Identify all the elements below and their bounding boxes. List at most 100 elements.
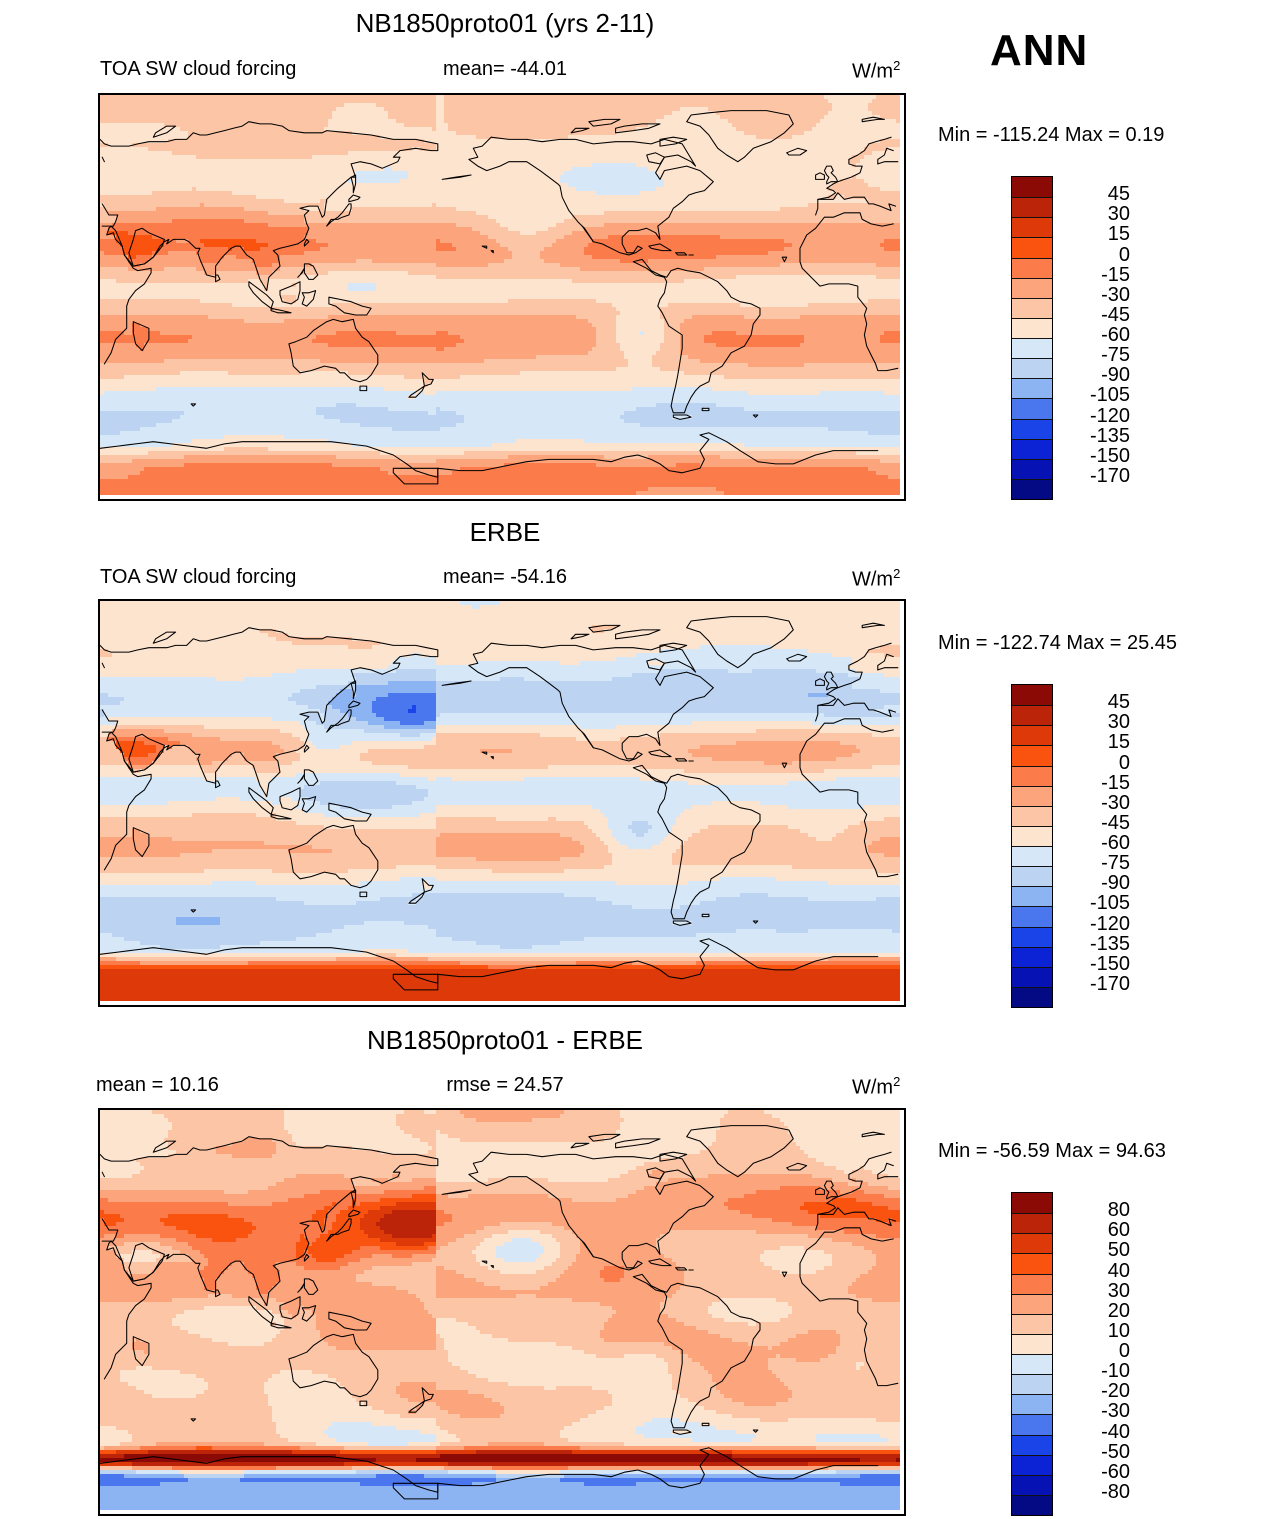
colorbar-cell	[1012, 1233, 1052, 1254]
colorbar-tick-label: -40	[1101, 1420, 1130, 1443]
colorbar-ticks-model: 45 30 15 0 -15 -30 -45 -60 -75 -90 -105 -120 -135 -15…	[1056, 176, 1146, 498]
colorbar-tick-label: -150	[1089, 444, 1130, 467]
colorbar-cell	[1012, 478, 1052, 499]
colorbar-cell	[1012, 1193, 1052, 1214]
colorbar-tick-label: 45	[1107, 691, 1130, 714]
colorbar-tick-label: 10	[1107, 1319, 1130, 1342]
colorbar-tick-label: -105	[1089, 892, 1130, 915]
minmax-label: Min = -122.74 Max = 25.45	[938, 632, 1178, 654]
colorbar-cell	[1012, 866, 1052, 887]
colorbar-cell	[1012, 1414, 1052, 1435]
colorbar-ticks-obs: 45 30 15 0 -15 -30 -45 -60 -75 -90 -105 -120 -135 -15…	[1056, 684, 1146, 1006]
colorbar-tick-label: 60	[1107, 1219, 1130, 1242]
colorbar-cell	[1012, 1374, 1052, 1395]
colorbar-tick-label: -10	[1101, 1360, 1130, 1383]
minmax-label: Min = -115.24 Max = 0.19	[938, 124, 1165, 146]
colorbar-cell	[1012, 177, 1052, 198]
colorbar-cell	[1012, 317, 1052, 338]
colorbar-cell	[1012, 237, 1052, 258]
panel-title: NB1850proto01 (yrs 2-11)	[355, 8, 655, 38]
panel-left-label: TOA SW cloud forcing	[100, 58, 297, 80]
colorbar-cell	[1012, 886, 1052, 907]
colorbar-cell	[1012, 1293, 1052, 1314]
colorbar-tick-label: 0	[1118, 751, 1130, 774]
colorbar-cell	[1012, 685, 1052, 706]
colorbar-tick-label: -45	[1101, 811, 1130, 834]
colorbar-tick-label: -90	[1101, 872, 1130, 895]
colorbar-cell	[1012, 438, 1052, 459]
colorbar-tick-label: 15	[1107, 223, 1130, 246]
colorbar-tick-label: -15	[1101, 771, 1130, 794]
colorbar-cell	[1012, 1494, 1052, 1515]
colorbar-tick-label: -105	[1089, 384, 1130, 407]
panel-rmse-label: rmse = 24.57	[446, 1074, 564, 1096]
colorbar-cell	[1012, 277, 1052, 298]
colorbar-cell	[1012, 986, 1052, 1007]
colorbar-cell	[1012, 1313, 1052, 1334]
colorbar-cell	[1012, 1273, 1052, 1294]
colorbar-cell	[1012, 785, 1052, 806]
panel-left-label: TOA SW cloud forcing	[100, 566, 297, 588]
colorbar-tick-label: 40	[1107, 1259, 1130, 1282]
colorbar-tick-label: -45	[1101, 303, 1130, 326]
colorbar-cell	[1012, 398, 1052, 419]
colorbar-tick-label: 30	[1107, 711, 1130, 734]
colorbar-cell	[1012, 1434, 1052, 1455]
units-exponent: 2	[893, 566, 901, 581]
colorbar-tick-label: -30	[1101, 791, 1130, 814]
map-plot-model[interactable]	[98, 93, 906, 501]
colorbar-tick-label: 50	[1107, 1239, 1130, 1262]
colorbar-tick-label: -50	[1101, 1440, 1130, 1463]
colorbar-tick-label: -15	[1101, 263, 1130, 286]
colorbar-tick-label: -30	[1101, 1400, 1130, 1423]
colorbar-difference[interactable]	[1011, 1192, 1053, 1516]
units-text: W/m	[852, 1076, 894, 1099]
colorbar-cell	[1012, 197, 1052, 218]
colorbar-cell	[1012, 257, 1052, 278]
colorbar-tick-label: -150	[1089, 952, 1130, 975]
colorbar-tick-label: -80	[1101, 1480, 1130, 1503]
colorbar-cell	[1012, 966, 1052, 987]
colorbar-tick-label: 20	[1107, 1299, 1130, 1322]
colorbar-cell	[1012, 458, 1052, 479]
colorbar-cell	[1012, 1394, 1052, 1415]
colorbar-tick-label: -170	[1089, 972, 1130, 995]
colorbar-tick-label: -30	[1101, 283, 1130, 306]
panel-center-label: mean= -54.16	[443, 566, 567, 588]
map-plot-difference[interactable]	[98, 1108, 906, 1516]
colorbar-tick-label: 0	[1118, 243, 1130, 266]
colorbar-tick-label: 30	[1107, 203, 1130, 226]
colorbar-tick-label: -90	[1101, 364, 1130, 387]
colorbar-cell	[1012, 846, 1052, 867]
colorbar-cell	[1012, 906, 1052, 927]
colorbar-cell	[1012, 1253, 1052, 1274]
panel-mean-label: mean = 10.16	[96, 1074, 219, 1096]
units-text: W/m	[852, 568, 894, 591]
colorbar-cell	[1012, 705, 1052, 726]
colorbar-tick-label: 80	[1107, 1199, 1130, 1222]
colorbar-tick-label: -75	[1101, 344, 1130, 367]
colorbar-ticks-difference: 80 60 50 40 30 20 10 0 -10 -20 -30 -40 -50 -60 -80	[1056, 1192, 1146, 1514]
colorbar-tick-label: -75	[1101, 852, 1130, 875]
colorbar-tick-label: -60	[1101, 832, 1130, 854]
colorbar-tick-label: 15	[1107, 731, 1130, 754]
colorbar-cell	[1012, 1474, 1052, 1495]
colorbar-tick-label: -135	[1089, 424, 1130, 447]
colorbar-tick-label: 0	[1118, 1340, 1130, 1362]
panel-title: ERBE	[469, 517, 541, 547]
colorbar-cell	[1012, 1333, 1052, 1354]
colorbar-cell	[1012, 1213, 1052, 1234]
map-plot-obs[interactable]	[98, 599, 906, 1007]
colorbar-obs[interactable]	[1011, 684, 1053, 1008]
colorbar-cell	[1012, 765, 1052, 786]
colorbar-tick-label: -20	[1101, 1380, 1130, 1403]
colorbar-cell	[1012, 217, 1052, 238]
units-text: W/m	[852, 60, 894, 83]
colorbar-tick-label: -170	[1089, 464, 1130, 487]
colorbar-cell	[1012, 1354, 1052, 1375]
colorbar-model[interactable]	[1011, 176, 1053, 500]
colorbar-tick-label: -120	[1089, 912, 1130, 935]
colorbar-cell	[1012, 338, 1052, 359]
colorbar-cell	[1012, 378, 1052, 399]
panel-units-label: W/m2	[852, 1074, 900, 1100]
